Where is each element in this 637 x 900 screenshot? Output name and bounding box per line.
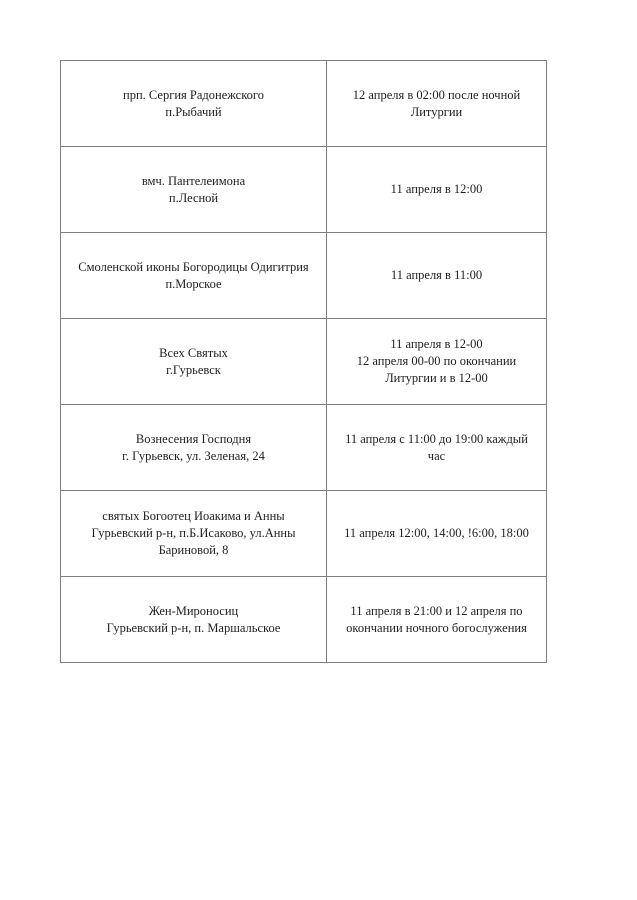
text-line: Вознесения Господня: [135, 431, 252, 446]
church-cell-content: прп. Сергия Радонежского п.Рыбачий: [73, 87, 314, 121]
table-row: Всех Святых г.Гурьевск 11 апреля в 12-00 12…: [60, 318, 547, 405]
table-row: Смоленской иконы Богородицы Одигитрия п.М…: [60, 232, 547, 319]
time-cell: 12 апреля в 02:00 после ночной Литургии: [326, 60, 547, 147]
time-cell-content: 11 апреля 12:00, 14:00, !6:00, 18:00: [339, 525, 534, 542]
text-line: г.Гурьевск: [166, 362, 221, 377]
church-cell: Жен-Мироносиц Гурьевский р-н, п. Маршальс…: [60, 576, 327, 663]
text-line: 12 апреля в 02:00 после ночной: [352, 87, 521, 102]
text-line: п.Лесной: [168, 190, 219, 205]
time-cell: 11 апреля 12:00, 14:00, !6:00, 18:00: [326, 490, 547, 577]
church-cell: Смоленской иконы Богородицы Одигитрия п.М…: [60, 232, 327, 319]
church-cell-content: святых Богоотец Иоакима и Анны Гурьевский…: [73, 508, 314, 559]
church-cell: святых Богоотец Иоакима и Анны Гурьевский…: [60, 490, 327, 577]
church-cell: Вознесения Господня г. Гурьевск, ул. Зеле…: [60, 404, 327, 491]
text-line: 11 апреля в 12:00: [390, 182, 483, 196]
table-row: Жен-Мироносиц Гурьевский р-н, п. Маршальс…: [60, 576, 547, 663]
church-cell-content: Жен-Мироносиц Гурьевский р-н, п. Маршальс…: [73, 603, 314, 637]
schedule-table: прп. Сергия Радонежского п.Рыбачий 12 апре…: [60, 60, 547, 663]
time-cell-content: 11 апреля в 21:00 и 12 апреля по окончани…: [339, 603, 534, 637]
text-line: 11 апреля с 11:00 до 19:00 каждый: [345, 431, 528, 446]
text-line: вмч. Пантелеимона: [141, 173, 246, 188]
text-line: п.Рыбачий: [165, 104, 222, 119]
time-cell: 11 апреля в 12-00 12 апреля 00-00 по окон…: [326, 318, 547, 405]
text-line: прп. Сергия Радонежского: [123, 87, 264, 102]
text-line: 11 апреля 12:00, 14:00, !6:00, 18:00: [344, 526, 529, 540]
text-line: окончании ночного богослужения: [346, 620, 527, 635]
text-line: 11 апреля в 12-00: [390, 337, 483, 351]
text-line: Жен-Мироносиц: [148, 603, 239, 618]
text-line: Литургии и в 12-00: [385, 371, 488, 385]
church-cell-content: Всех Святых г.Гурьевск: [73, 345, 314, 379]
text-line: п.Морское: [165, 276, 222, 291]
church-cell-content: Смоленской иконы Богородицы Одигитрия п.М…: [73, 259, 314, 293]
text-line: г. Гурьевск, ул. Зеленая, 24: [122, 448, 265, 463]
time-cell: 11 апреля в 11:00: [326, 232, 547, 319]
table-row: вмч. Пантелеимона п.Лесной 11 апреля в 12:…: [60, 146, 547, 233]
time-cell: 11 апреля в 12:00: [326, 146, 547, 233]
text-line: Гурьевский р-н, п.Б.Исаково, ул.Анны: [91, 526, 296, 540]
church-cell: прп. Сергия Радонежского п.Рыбачий: [60, 60, 327, 147]
text-line: Смоленской иконы Богородицы Одигитрия: [78, 259, 309, 274]
time-cell-content: 11 апреля с 11:00 до 19:00 каждый час: [339, 431, 534, 465]
text-line: Всех Святых: [159, 345, 228, 360]
church-cell: вмч. Пантелеимона п.Лесной: [60, 146, 327, 233]
table-row: Вознесения Господня г. Гурьевск, ул. Зеле…: [60, 404, 547, 491]
text-line: 11 апреля в 21:00 и 12 апреля по: [350, 603, 523, 618]
schedule-table-body: прп. Сергия Радонежского п.Рыбачий 12 апре…: [60, 60, 547, 663]
text-line: Гурьевский р-н, п. Маршальское: [106, 620, 281, 635]
time-cell-content: 11 апреля в 12-00 12 апреля 00-00 по окон…: [339, 336, 534, 387]
table-row: святых Богоотец Иоакима и Анны Гурьевский…: [60, 490, 547, 577]
time-cell-content: 11 апреля в 11:00: [339, 267, 534, 284]
church-cell: Всех Святых г.Гурьевск: [60, 318, 327, 405]
church-cell-content: Вознесения Господня г. Гурьевск, ул. Зеле…: [73, 431, 314, 465]
text-line: Бариновой, 8: [158, 543, 229, 557]
text-line: 11 апреля в 11:00: [390, 268, 483, 282]
text-line: час: [427, 448, 446, 463]
time-cell-content: 12 апреля в 02:00 после ночной Литургии: [339, 87, 534, 121]
time-cell: 11 апреля в 21:00 и 12 апреля по окончани…: [326, 576, 547, 663]
time-cell-content: 11 апреля в 12:00: [339, 181, 534, 198]
table-row: прп. Сергия Радонежского п.Рыбачий 12 апре…: [60, 60, 547, 147]
time-cell: 11 апреля с 11:00 до 19:00 каждый час: [326, 404, 547, 491]
text-line: святых Богоотец Иоакима и Анны: [102, 509, 285, 523]
text-line: 12 апреля 00-00 по окончании: [356, 354, 517, 368]
text-line: Литургии: [410, 104, 463, 119]
church-cell-content: вмч. Пантелеимона п.Лесной: [73, 173, 314, 207]
